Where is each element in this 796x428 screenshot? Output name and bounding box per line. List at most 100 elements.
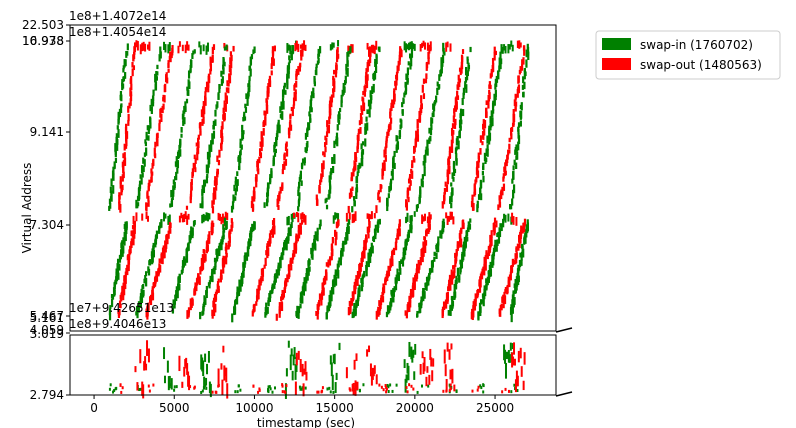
- swap-mark: [376, 309, 379, 317]
- swap-mark: [297, 206, 300, 212]
- swap-mark: [297, 186, 300, 191]
- swap-mark: [422, 246, 425, 254]
- swap-mark: [421, 84, 424, 93]
- swap-mark: [202, 116, 205, 124]
- swap-mark: [266, 90, 269, 100]
- swap-mark: [342, 246, 345, 252]
- swap-mark: [144, 271, 148, 277]
- swap-mark: [417, 266, 420, 274]
- swap-mark: [416, 310, 419, 317]
- swap-mark: [458, 274, 461, 283]
- swap-mark: [456, 267, 460, 277]
- lower-swap-mark: [202, 360, 205, 377]
- swap-mark: [204, 253, 207, 262]
- swap-mark: [136, 202, 140, 207]
- swap-mark: [321, 290, 324, 296]
- swap-mark: [215, 289, 218, 295]
- swap-mark: [297, 189, 300, 197]
- lower-swap-mark: [220, 363, 223, 370]
- swap-mark: [399, 48, 403, 57]
- swap-mark: [257, 290, 260, 300]
- band-mark: [303, 213, 306, 223]
- band-mark: [168, 214, 171, 224]
- swap-mark: [266, 195, 269, 203]
- swap-mark: [239, 158, 242, 164]
- lower-swap-mark: [403, 359, 406, 369]
- swap-mark: [509, 271, 512, 281]
- band-mark: [294, 42, 297, 52]
- swap-mark: [508, 137, 511, 143]
- swap-mark: [316, 312, 319, 320]
- swap-mark: [273, 152, 277, 157]
- swap-mark: [126, 264, 129, 270]
- swap-mark: [481, 268, 484, 275]
- swap-mark: [273, 142, 276, 148]
- swap-mark: [239, 138, 242, 144]
- swap-mark: [451, 295, 454, 301]
- swap-mark: [484, 261, 487, 271]
- swap-mark: [387, 129, 390, 136]
- swap-mark: [442, 301, 446, 310]
- lower-swap-mark: [120, 390, 123, 394]
- swap-mark: [287, 62, 291, 70]
- swap-mark: [495, 78, 499, 83]
- swap-mark: [222, 224, 225, 230]
- swap-mark: [151, 171, 154, 176]
- lower-swap-mark: [504, 387, 507, 391]
- lower-swap-mark: [239, 388, 242, 392]
- swap-mark: [323, 275, 327, 284]
- swap-mark: [188, 235, 191, 243]
- lower-swap-mark: [294, 381, 297, 396]
- swap-mark: [419, 257, 422, 266]
- swap-mark: [315, 66, 318, 76]
- lower-swap-mark: [292, 354, 295, 366]
- swap-mark: [428, 218, 431, 224]
- swap-mark: [458, 78, 462, 83]
- legend: swap-in (1760702) swap-out (1480563): [595, 30, 781, 80]
- swap-mark: [190, 226, 193, 234]
- lower-swap-mark: [479, 384, 482, 388]
- swap-mark: [172, 179, 175, 185]
- swap-mark: [484, 290, 487, 297]
- swap-mark: [203, 249, 206, 256]
- swap-mark: [467, 62, 470, 72]
- swap-mark: [493, 46, 496, 54]
- swap-mark: [230, 218, 233, 224]
- swap-mark: [252, 49, 255, 55]
- band-mark: [511, 212, 514, 223]
- lower-swap-mark: [451, 368, 454, 384]
- swap-mark: [399, 267, 402, 275]
- swap-mark: [131, 238, 134, 244]
- swap-mark: [167, 230, 170, 239]
- swap-mark: [248, 238, 251, 247]
- upper-y-tick-label: 22.503: [22, 18, 64, 32]
- band-mark: [297, 212, 300, 223]
- swap-mark: [184, 106, 187, 113]
- swap-mark: [124, 143, 128, 149]
- swap-mark: [248, 75, 251, 82]
- swap-mark: [329, 96, 332, 103]
- swap-mark: [298, 192, 301, 201]
- swap-mark: [297, 306, 301, 314]
- swap-mark: [420, 103, 423, 110]
- swap-mark: [433, 251, 436, 256]
- swap-mark: [149, 296, 152, 303]
- swap-mark: [490, 68, 493, 77]
- swap-mark: [517, 122, 521, 128]
- swap-mark: [274, 273, 277, 282]
- lower-swap-mark: [138, 388, 141, 392]
- swap-mark: [408, 300, 411, 309]
- swap-mark: [442, 218, 445, 224]
- lower-swap-mark: [446, 342, 449, 352]
- swap-mark: [495, 75, 498, 81]
- lower-swap-mark: [193, 386, 196, 390]
- swap-mark: [169, 51, 172, 58]
- swap-mark: [497, 231, 500, 238]
- swap-mark: [206, 240, 209, 246]
- band-mark: [351, 44, 354, 53]
- swap-mark: [356, 145, 359, 153]
- swap-mark: [491, 117, 494, 127]
- swap-mark: [250, 200, 254, 209]
- swap-mark: [285, 148, 289, 157]
- swap-mark: [498, 65, 501, 72]
